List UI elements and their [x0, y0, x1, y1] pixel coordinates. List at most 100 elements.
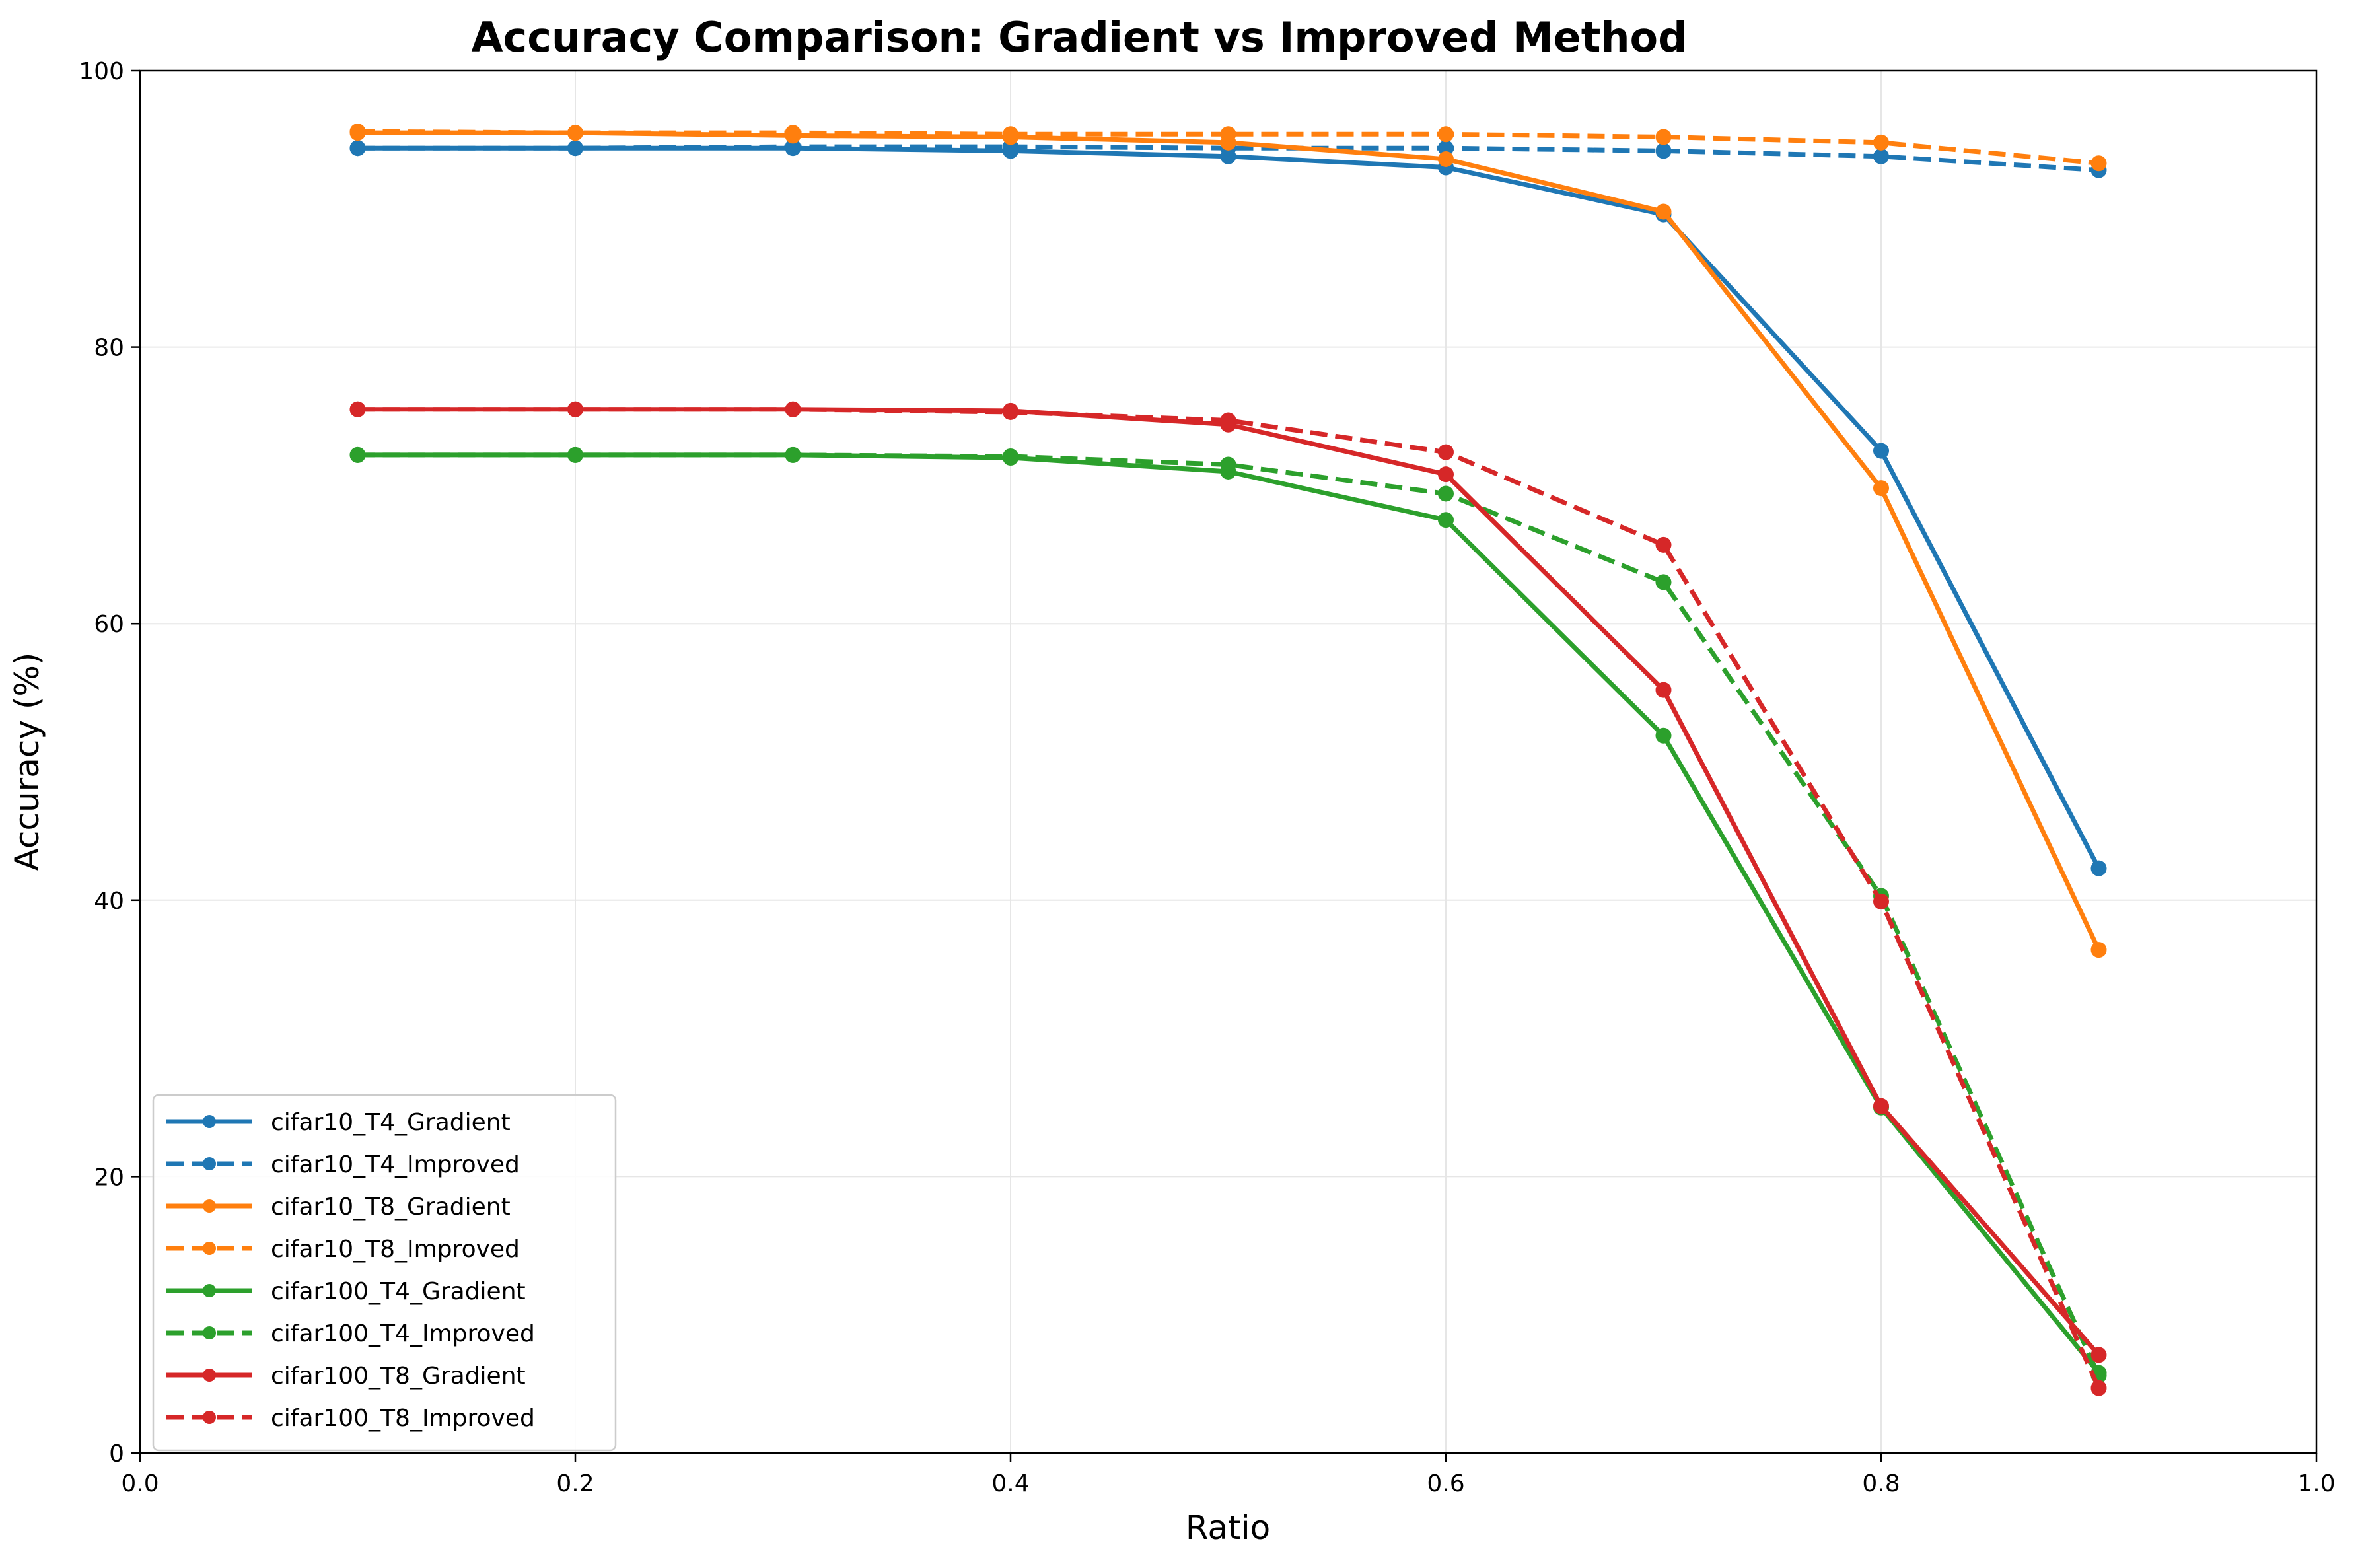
x-tick-label: 0.0 — [121, 1470, 159, 1497]
data-point — [1438, 444, 1454, 460]
series-line — [357, 407, 2101, 1357]
data-point — [1438, 151, 1454, 167]
legend-item: cifar100_T8_Gradient — [166, 1363, 526, 1390]
legend-marker — [203, 1199, 216, 1213]
series-cifar10_T4_Improved — [349, 139, 2107, 178]
legend-label: cifar10_T8_Gradient — [271, 1194, 511, 1221]
x-tick-label: 0.4 — [991, 1470, 1029, 1497]
legend-label: cifar10_T4_Improved — [271, 1151, 520, 1178]
legend-label: cifar100_T8_Gradient — [271, 1363, 526, 1390]
series-line — [357, 145, 2101, 870]
y-tick-label: 80 — [94, 335, 124, 362]
data-point — [567, 446, 583, 463]
series-cifar10_T4_Gradient — [349, 140, 2107, 876]
data-point — [349, 124, 366, 140]
series-lines — [349, 124, 2107, 1396]
y-tick-label: 40 — [94, 888, 124, 915]
series-line — [357, 407, 2101, 1390]
legend-label: cifar10_T4_Gradient — [271, 1109, 511, 1136]
x-tick-label: 0.2 — [556, 1470, 594, 1497]
series-cifar10_T8_Improved — [349, 124, 2107, 172]
y-tick-label: 60 — [94, 611, 124, 638]
legend: cifar10_T4_Gradient cifar10_T4_Improvedci… — [152, 1094, 617, 1452]
data-point — [1003, 404, 1018, 420]
legend-marker — [203, 1369, 216, 1382]
data-point — [1220, 456, 1236, 473]
series-cifar100_T8_Improved — [349, 401, 2107, 1396]
data-point — [567, 125, 583, 141]
data-point — [2090, 1347, 2107, 1363]
x-tick-label: 1.0 — [2297, 1470, 2335, 1497]
legend-label: cifar100_T4_Gradient — [271, 1278, 526, 1305]
series-line — [357, 144, 2099, 173]
series-line — [357, 129, 2099, 166]
data-point — [1220, 126, 1236, 143]
series-cifar10_T8_Gradient — [349, 125, 2107, 958]
legend-item: cifar10_T8_Improved — [166, 1236, 520, 1263]
data-point — [1003, 448, 1018, 464]
legend-item: cifar10_T4_Improved — [166, 1151, 520, 1178]
data-point — [1873, 148, 1889, 164]
data-point — [785, 139, 801, 155]
axis-ticks: 0.0 0.2 0.4 0.6 0.8 1.0 0 20 40 60 80 100 — [79, 58, 2335, 1497]
legend-item: cifar10_T4_Gradient — [166, 1109, 511, 1136]
data-point — [1873, 1098, 1889, 1114]
legend-item: cifar10_T8_Gradient — [166, 1194, 511, 1221]
legend-marker — [203, 1157, 216, 1170]
data-point — [1438, 512, 1454, 528]
data-point — [567, 140, 583, 157]
data-point — [1220, 412, 1236, 429]
x-tick-label: 0.6 — [1427, 1470, 1464, 1497]
data-point — [1655, 203, 1672, 220]
data-point — [1873, 893, 1889, 909]
data-point — [1438, 485, 1454, 502]
legend-marker — [203, 1242, 216, 1255]
data-point — [1438, 466, 1454, 483]
data-point — [349, 446, 366, 463]
series-line — [357, 452, 2101, 1374]
legend-marker — [203, 1411, 216, 1424]
legend-label: cifar10_T8_Improved — [271, 1236, 520, 1263]
data-point — [1655, 536, 1672, 553]
data-point — [2090, 155, 2107, 172]
data-point — [349, 401, 366, 417]
legend-marker — [203, 1326, 216, 1339]
y-tick-label: 100 — [79, 58, 124, 85]
legend-label: cifar100_T8_Improved — [271, 1405, 535, 1432]
x-axis-label: Ratio — [1186, 1509, 1270, 1547]
data-point — [1873, 443, 1889, 459]
x-tick-label: 0.8 — [1862, 1470, 1900, 1497]
data-point — [567, 401, 583, 417]
data-point — [2090, 1380, 2107, 1396]
data-point — [349, 140, 366, 157]
data-point — [2090, 942, 2107, 958]
data-point — [1873, 480, 1889, 497]
data-point — [1655, 727, 1672, 744]
data-point — [1655, 682, 1672, 698]
y-axis-label: Accuracy (%) — [8, 653, 46, 871]
legend-item: cifar100_T4_Improved — [166, 1320, 535, 1347]
y-tick-label: 0 — [109, 1441, 124, 1468]
legend-marker — [203, 1284, 216, 1297]
legend-item: cifar100_T4_Gradient — [166, 1278, 526, 1305]
legend-box — [152, 1094, 617, 1452]
data-point — [785, 125, 801, 141]
data-point — [2090, 860, 2107, 876]
legend-marker — [203, 1115, 216, 1128]
y-tick-label: 20 — [94, 1164, 124, 1191]
data-point — [1655, 129, 1672, 145]
legend-item: cifar100_T8_Improved — [166, 1405, 535, 1432]
data-point — [785, 401, 801, 417]
legend-label: cifar100_T4_Improved — [271, 1320, 535, 1347]
data-point — [1003, 126, 1018, 143]
chart-title: Accuracy Comparison: Gradient vs Improve… — [472, 13, 1688, 61]
data-point — [1655, 574, 1672, 590]
series-line — [357, 452, 2101, 1377]
plot-frame — [139, 69, 2318, 1454]
data-point — [1873, 134, 1889, 151]
data-point — [1438, 126, 1454, 143]
data-point — [1655, 143, 1672, 159]
data-point — [1438, 140, 1454, 157]
data-point — [785, 446, 801, 463]
